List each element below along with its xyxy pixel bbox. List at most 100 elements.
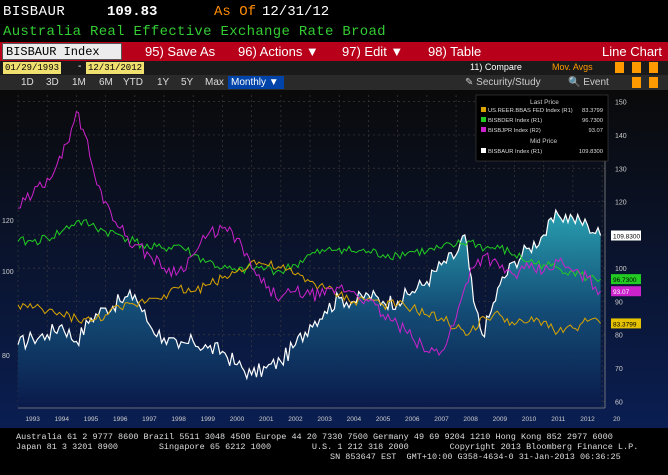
chart-type-label: Line Chart (602, 44, 662, 59)
range-5y[interactable]: 5Y (181, 77, 194, 88)
actions-menu[interactable]: 96) Actions ▼ (238, 44, 319, 59)
table-button[interactable]: 98) Table (428, 44, 482, 59)
value-tag-label-aud: 109.8300 (613, 234, 640, 241)
range-3d[interactable]: 3D (46, 77, 59, 88)
y-left-tick-label: 100 (2, 269, 14, 276)
x-tick-label: 2007 (434, 416, 449, 423)
legend-name-dem: BISBDER Index (R1) (488, 118, 542, 124)
security-subtitle: Australia Real Effective Exchange Rate B… (3, 24, 386, 40)
security-description: Australia Real Effective Exchange Rate B… (0, 22, 668, 42)
start-date-field[interactable]: 01/29/1993 (3, 62, 62, 74)
value-tags: 109.8300 96.7300 83.3799 93.07 (611, 230, 641, 329)
x-tick-label: 1999 (201, 416, 216, 423)
x-tick-label: 20 (613, 416, 621, 423)
value-tag-label-dem: 96.7300 (613, 277, 637, 284)
legend-name-jpy: BISBJPR Index (R2) (488, 128, 541, 134)
value-tag-aud (611, 230, 641, 241)
x-tick-label: 2006 (405, 416, 420, 423)
legend-box (475, 94, 609, 162)
aud-area (18, 210, 601, 408)
date-separator: - (78, 61, 82, 72)
x-tick-label: 2009 (493, 416, 508, 423)
series-line-usd (17, 259, 601, 336)
x-tick-label: 2005 (376, 416, 391, 423)
function-menu-bar: BISBAUR Index 95) Save As 96) Actions ▼ … (0, 42, 668, 61)
x-tick-label: 1998 (171, 416, 186, 423)
save-as-button[interactable]: 95) Save As (145, 44, 216, 59)
y-right-tick-label: 120 (615, 200, 627, 207)
y-right-tick-label: 60 (615, 399, 623, 406)
x-tick-label: 2004 (347, 416, 362, 423)
x-tick-label: 2010 (522, 416, 537, 423)
as-of-label: As Of (214, 4, 257, 20)
legend-value-dem: 96.7300 (582, 118, 603, 124)
y-right-tick-label: 90 (615, 299, 623, 306)
x-tick-label: 1993 (25, 416, 40, 423)
security-header: BISBAUR 109.83 As Of 12/31/12 (0, 0, 668, 24)
value-tag-usd (611, 318, 641, 329)
y-right-tick-label: 140 (615, 133, 627, 140)
footer-line-2: Japan 81 3 3201 8900 Singapore 65 6212 1… (16, 442, 639, 452)
aud-area-fill (18, 210, 601, 408)
legend-last-price-label: Last Price (530, 99, 559, 106)
settings-icon[interactable] (615, 62, 624, 73)
x-tick-label: 1996 (113, 416, 128, 423)
footer-line-1: Australia 61 2 9777 8600 Brazil 5511 304… (16, 432, 613, 442)
range-ytd[interactable]: YTD (123, 77, 143, 88)
settings-icon[interactable] (632, 62, 641, 73)
range-selector-bar: 1D 3D 1M 6M YTD 1Y 5Y Max Monthly ▼ ✎ Se… (0, 75, 668, 90)
legend-swatch-usd (481, 107, 486, 112)
legend-swatch-dem (481, 117, 486, 122)
x-tick-label: 2000 (230, 416, 245, 423)
line-chart[interactable]: 1993 1994 1995 1996 1997 1998 1999 2000 2001 2002… (0, 90, 668, 428)
frequency-dropdown[interactable]: Monthly ▼ (228, 76, 284, 89)
value-tag-label-usd: 83.3799 (613, 321, 637, 328)
security-study-button[interactable]: ✎ Security/Study (465, 77, 541, 88)
y-left-tick-label: 120 (2, 218, 14, 225)
value-tag-jpy (611, 286, 641, 297)
series-line-dem (17, 219, 601, 283)
legend-name-usd: US.REER.BBAS FED Index (R1) (488, 108, 573, 114)
range-max[interactable]: Max (205, 77, 224, 88)
settings-icon[interactable] (649, 77, 658, 88)
y-right-tick-label: 100 (615, 266, 627, 273)
y-right-tick-label: 80 (615, 333, 623, 340)
range-1d[interactable]: 1D (21, 77, 34, 88)
x-tick-label: 2001 (259, 416, 274, 423)
series-line-jpy (17, 110, 602, 357)
value-tag-dem (611, 274, 641, 285)
settings-icon[interactable] (632, 77, 641, 88)
legend-swatch-jpy (481, 127, 486, 132)
x-tick-label: 2012 (580, 416, 595, 423)
legend-value-usd: 83.3799 (582, 108, 603, 114)
compare-button[interactable]: 11) Compare (470, 62, 522, 72)
series-line-aud (17, 208, 602, 381)
y-right-tick-label: 70 (615, 366, 623, 373)
y-right-tick-label: 130 (615, 166, 627, 173)
value-tag-label-jpy: 93.07 (613, 289, 630, 296)
x-tick-label: 1995 (84, 416, 99, 423)
last-price: 109.83 (107, 4, 158, 20)
settings-icon[interactable] (649, 62, 658, 73)
range-1m[interactable]: 1M (72, 77, 86, 88)
range-6m[interactable]: 6M (99, 77, 113, 88)
mov-avgs-button[interactable]: Mov. Avgs (552, 62, 593, 72)
legend-value-aud: 109.8300 (579, 149, 603, 155)
range-1y[interactable]: 1Y (157, 77, 170, 88)
legend-mid-price-label: Mid Price (530, 138, 557, 145)
legend: Last Price US.REER.BBAS FED Index (R1) 83.… (475, 94, 609, 162)
ticker-symbol: BISBAUR (3, 4, 66, 20)
x-tick-label: 2003 (317, 416, 332, 423)
y-right-tick-label: 150 (615, 100, 627, 107)
event-button[interactable]: 🔍 Event (568, 77, 609, 88)
x-tick-label: 2011 (551, 416, 565, 423)
index-field[interactable]: BISBAUR Index (2, 43, 122, 60)
as-of-date: 12/31/12 (262, 4, 330, 20)
x-tick-label: 2008 (463, 416, 478, 423)
x-tick-label: 1997 (142, 416, 157, 423)
edit-menu[interactable]: 97) Edit ▼ (342, 44, 404, 59)
legend-swatch-aud (481, 148, 486, 153)
footer: Australia 61 2 9777 8600 Brazil 5511 304… (0, 428, 668, 475)
end-date-field[interactable]: 12/31/2012 (86, 62, 145, 74)
x-tick-label: 1994 (55, 416, 70, 423)
